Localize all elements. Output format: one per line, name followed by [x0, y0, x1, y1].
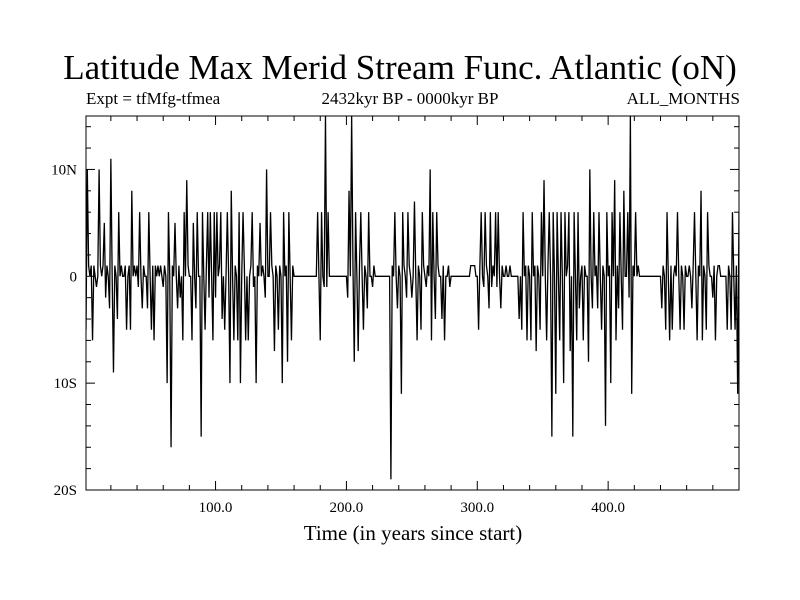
x-axis-ticks: 100.0 200.0 300.0 400.0: [110, 116, 714, 516]
y-tick-label: 10S: [54, 376, 77, 392]
time-range-label: 2432kyr BP - 0000kyr BP: [321, 89, 499, 108]
x-tick-label: 400.0: [591, 500, 625, 516]
y-tick-label: 20S: [54, 483, 77, 499]
months-label: ALL_MONTHS: [626, 89, 740, 108]
series-line-0: [86, 116, 739, 480]
x-axis-label: Time (in years since start): [304, 521, 523, 545]
x-tick-label: 300.0: [460, 500, 494, 516]
x-tick-label: 200.0: [330, 500, 364, 516]
experiment-label: Expt = tfMfg-tfmea: [86, 89, 221, 108]
y-tick-label: 10N: [51, 162, 77, 178]
plot-border: [85, 115, 740, 491]
series-layer: [86, 116, 739, 480]
y-axis-ticks: 10N 0 10S 20S: [51, 126, 739, 499]
plot-frame: [85, 115, 740, 491]
y-tick-label: 0: [70, 269, 78, 285]
chart-title: Latitude Max Merid Stream Func. Atlantic…: [63, 48, 737, 87]
x-tick-label: 100.0: [199, 500, 233, 516]
